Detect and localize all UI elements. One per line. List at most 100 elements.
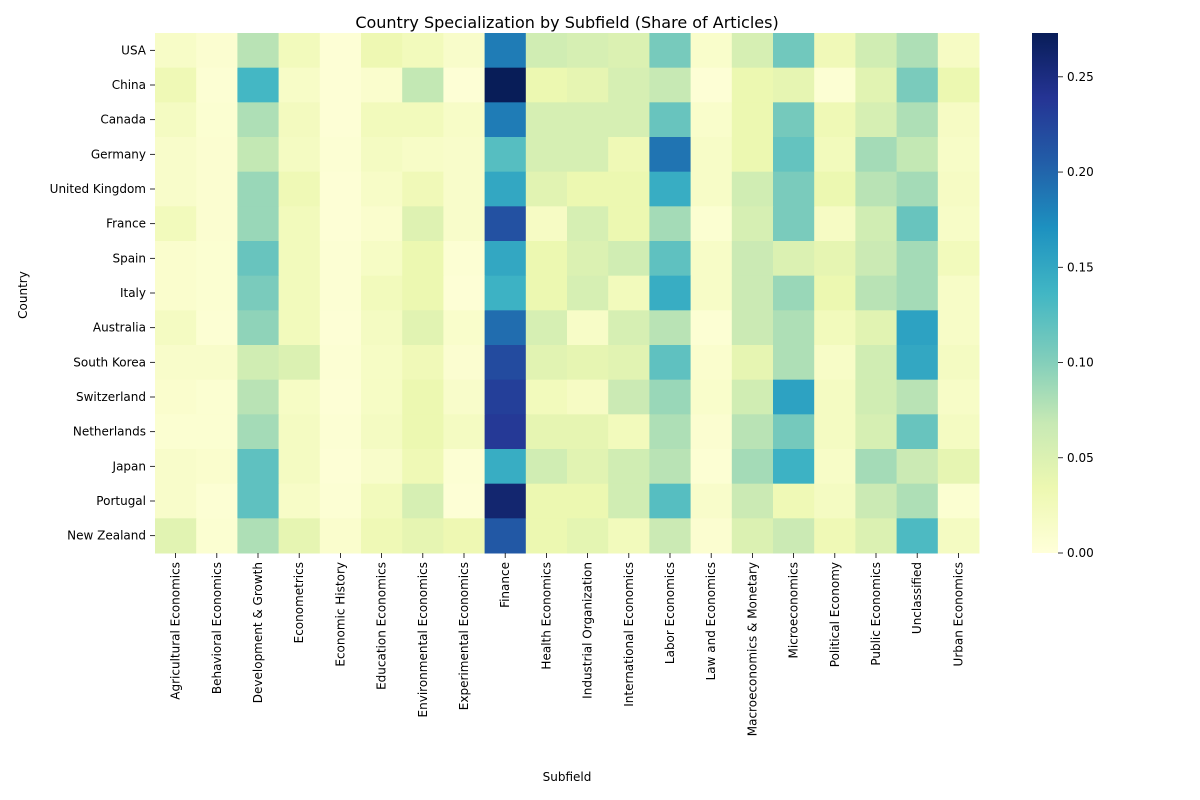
heatmap-cell [567, 206, 609, 242]
heatmap-cell [361, 33, 403, 69]
row-tick-label: South Korea [73, 355, 146, 369]
heatmap-cell [773, 137, 815, 173]
heatmap-cell [773, 483, 815, 519]
y-axis-label: Country [16, 271, 30, 319]
heatmap-cell [608, 414, 650, 450]
heatmap-cell [525, 310, 568, 346]
heatmap-cells [155, 33, 980, 554]
heatmap-cell [402, 171, 444, 207]
colorbar [1032, 33, 1058, 553]
heatmap-cell [608, 102, 650, 138]
heatmap-cell [196, 137, 238, 173]
heatmap-cell [567, 102, 609, 138]
heatmap-cell [443, 310, 486, 346]
heatmap-cell [608, 241, 650, 277]
heatmap-cell [731, 310, 774, 346]
column-tick-label: Labor Economics [663, 562, 677, 664]
heatmap-cell [237, 449, 280, 485]
row-tick-label: United Kingdom [50, 182, 146, 196]
heatmap-cell [361, 102, 403, 138]
heatmap-cell [690, 310, 733, 346]
heatmap-cell [484, 310, 527, 346]
heatmap-cell [319, 483, 362, 519]
heatmap-cell [690, 102, 733, 138]
heatmap-cell [649, 310, 692, 346]
heatmap-cell [896, 483, 939, 519]
heatmap-cell [855, 449, 898, 485]
heatmap-cell [278, 67, 321, 103]
heatmap-cell [896, 310, 939, 346]
column-tick-label: International Economics [622, 562, 636, 707]
heatmap-cell [855, 67, 898, 103]
heatmap-cell [814, 345, 856, 381]
heatmap-cell [196, 206, 238, 242]
heatmap-cell [196, 483, 238, 519]
heatmap-cell [319, 241, 362, 277]
heatmap-cell [773, 206, 815, 242]
heatmap-cell [155, 171, 197, 207]
heatmap-cell [608, 345, 650, 381]
heatmap-cell [773, 449, 815, 485]
heatmap-cell [361, 345, 403, 381]
column-tick-label: Agricultural Economics [169, 562, 183, 700]
heatmap-cell [196, 33, 238, 69]
heatmap-cell [237, 171, 280, 207]
heatmap-cell [773, 379, 815, 415]
heatmap-cell [773, 310, 815, 346]
heatmap-cell [484, 518, 527, 554]
column-tick-label: Experimental Economics [457, 562, 471, 710]
heatmap-cell [319, 345, 362, 381]
heatmap-cell [155, 275, 197, 311]
column-tick-label: Macroeconomics & Monetary [745, 562, 759, 736]
heatmap-cell [484, 449, 527, 485]
heatmap-cell [319, 206, 362, 242]
heatmap-cell [402, 102, 444, 138]
heatmap-cell [196, 241, 238, 277]
heatmap-cell [443, 137, 486, 173]
heatmap-cell [155, 345, 197, 381]
heatmap-cell [525, 275, 568, 311]
colorbar-tick-label: 0.00 [1067, 546, 1094, 560]
heatmap-cell [237, 483, 280, 519]
heatmap-cell [937, 483, 980, 519]
heatmap-cell [896, 33, 939, 69]
heatmap-cell [567, 379, 609, 415]
heatmap-cell [402, 241, 444, 277]
heatmap-cell [814, 310, 856, 346]
heatmap-cell [443, 449, 486, 485]
row-tick-label: China [112, 78, 146, 92]
heatmap-cell [896, 171, 939, 207]
heatmap-cell [402, 310, 444, 346]
heatmap-cell [155, 414, 197, 450]
heatmap-cell [649, 67, 692, 103]
heatmap-cell [319, 137, 362, 173]
heatmap-cell [155, 379, 197, 415]
heatmap-cell [484, 414, 527, 450]
row-tick-label: Canada [100, 113, 146, 127]
heatmap-cell [278, 241, 321, 277]
heatmap-cell [690, 449, 733, 485]
heatmap-cell [155, 67, 197, 103]
column-tick-label: Economic History [333, 562, 347, 667]
heatmap-cell [443, 518, 486, 554]
heatmap-cell [278, 33, 321, 69]
heatmap-cell [484, 275, 527, 311]
heatmap-cell [896, 518, 939, 554]
heatmap-cell [937, 275, 980, 311]
heatmap-cell [361, 137, 403, 173]
heatmap-cell [319, 275, 362, 311]
heatmap-cell [319, 102, 362, 138]
heatmap-cell [814, 241, 856, 277]
heatmap-cell [484, 206, 527, 242]
heatmap-cell [196, 345, 238, 381]
heatmap-cell [937, 379, 980, 415]
heatmap-cell [731, 102, 774, 138]
heatmap-cell [443, 171, 486, 207]
heatmap-cell [567, 483, 609, 519]
heatmap-cell [649, 414, 692, 450]
heatmap-cell [649, 275, 692, 311]
heatmap-cell [896, 414, 939, 450]
heatmap-cell [237, 275, 280, 311]
heatmap-cell [237, 310, 280, 346]
